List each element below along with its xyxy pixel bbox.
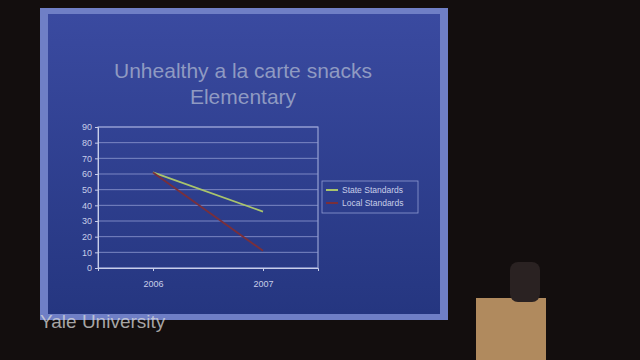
axis-line [99,269,319,272]
room [0,0,640,360]
tick-label: 0 [87,263,92,273]
tick: 2006 [143,268,163,289]
tick: 80 [82,138,98,148]
tick-mark [95,221,98,222]
podium [476,298,546,360]
tick: 0 [87,263,98,273]
axis-line [95,128,99,269]
legend-swatch [326,202,338,204]
tick: 40 [82,201,98,211]
tick-label: 40 [82,201,92,211]
grid [98,127,318,268]
tick: 2007 [253,268,273,289]
tick-mark [95,143,98,144]
tick-label: 60 [82,169,92,179]
grid-line [98,127,318,128]
tick-label: 2006 [143,279,163,289]
speaker [510,262,540,302]
tick-mark [95,174,98,175]
tick-label: 70 [82,154,92,164]
tick: 10 [82,248,98,258]
tick: 20 [82,232,98,242]
subtitle: Elementary [190,85,297,108]
slide [48,14,440,314]
y-axis: 0 10 20 30 40 50 60 70 80 90 [82,122,99,273]
grid-line [98,252,318,253]
grid-line [98,158,318,159]
tick-mark [95,127,98,128]
lines [153,172,263,250]
tick-mark [263,268,264,271]
canvas: Unhealthy a la carte snacks Elementary 0 10… [0,0,640,360]
tick: 70 [82,154,98,164]
tick-label: 2007 [253,279,273,289]
tick-label: 50 [82,185,92,195]
tick-mark [95,190,98,191]
screen [40,8,448,320]
grid-line [98,142,318,143]
legend-swatch [326,189,338,191]
legend-box [322,181,418,213]
tick: 50 [82,185,98,195]
tick: 60 [82,169,98,179]
series-line [153,172,263,250]
x-axis: 2006 2007 [99,268,319,289]
tick-label: 10 [82,248,92,258]
tick-mark [153,268,154,271]
tick-mark [95,205,98,206]
plot-frame [98,127,318,268]
legend-label: State Standards [342,185,403,195]
tick: 90 [82,122,98,132]
watermark: Yale University [40,311,166,332]
legend-label: Local Standards [342,198,403,208]
tick-label: 90 [82,122,92,132]
grid-line [98,221,318,222]
grid-line [98,236,318,237]
grid-line [98,174,318,175]
tick-mark [95,268,98,269]
series-line [153,172,263,211]
legend: State Standards Local Standards [322,181,418,213]
grid-line [98,205,318,206]
tick-label: 20 [82,232,92,242]
tick-mark [95,252,98,253]
title: Unhealthy a la carte snacks [114,59,372,82]
tick: 30 [82,216,98,226]
tick-mark [95,158,98,159]
tick-mark [95,237,98,238]
tick-label: 80 [82,138,92,148]
grid-line [98,189,318,190]
tick-label: 30 [82,216,92,226]
